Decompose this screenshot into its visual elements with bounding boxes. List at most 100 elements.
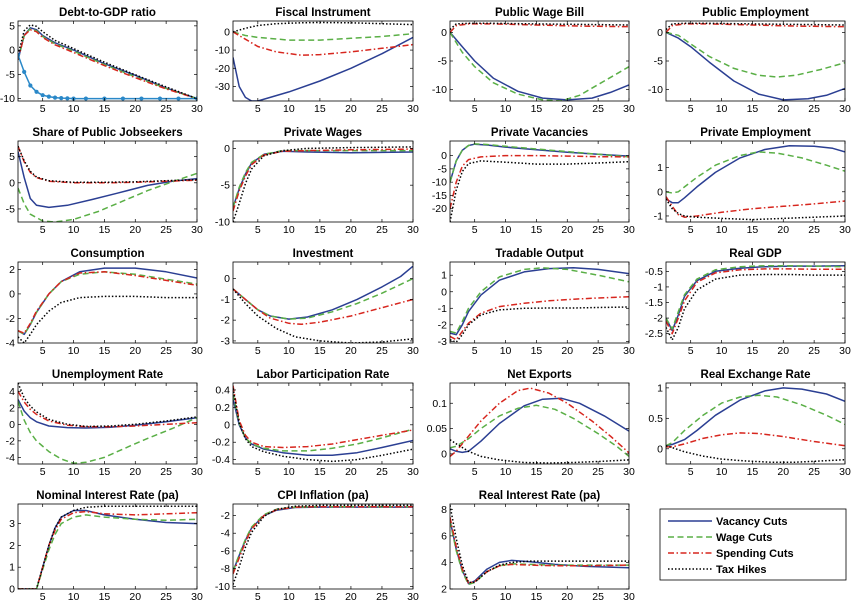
series-group	[233, 385, 413, 463]
series-line-vacancy-cuts	[233, 150, 413, 208]
series-line-vacancy-cuts	[18, 399, 197, 429]
panel-title: Private Wages	[284, 127, 362, 139]
panel-title: Investment	[293, 248, 354, 260]
x-tick-label: 15	[531, 103, 543, 115]
series-line-tax-hikes	[450, 22, 629, 31]
series-group	[450, 387, 629, 464]
series-line-vacancy-cuts	[666, 145, 845, 204]
x-tick-label: 20	[345, 591, 357, 603]
series-line-wage-cuts	[666, 151, 845, 194]
series-marker	[139, 96, 144, 101]
series-marker	[59, 95, 64, 101]
y-tick-label: -2	[221, 510, 230, 522]
x-tick-label: 20	[129, 224, 141, 236]
series-marker	[28, 83, 33, 88]
panel-title: Fiscal Instrument	[275, 7, 370, 19]
x-tick-label: 15	[531, 224, 543, 236]
y-tick-label: -5	[438, 163, 447, 175]
series-line-wage-cuts	[18, 400, 197, 464]
y-tick-label: 0	[657, 27, 663, 39]
x-tick-label: 30	[191, 224, 203, 236]
x-tick-label: 5	[40, 224, 46, 236]
x-tick-label: 20	[777, 224, 789, 236]
series-line-vacancy-cuts	[233, 36, 413, 101]
x-tick-label: 20	[561, 345, 573, 357]
plot-frame	[449, 382, 630, 465]
y-tick-label: -0.5	[645, 266, 663, 278]
x-tick-label: 20	[777, 466, 789, 478]
x-tick-label: 15	[314, 224, 326, 236]
panel-debt-to-gdp-ratio: Debt-to-GDP ratio 5 10 15 20 25 30 5 0 -5 -10	[0, 7, 203, 115]
x-tick-label: 30	[191, 466, 203, 478]
series-line-spending-cuts	[450, 387, 629, 457]
x-tick-label: 20	[345, 466, 357, 478]
x-tick-label: 20	[561, 466, 573, 478]
y-tick-label: -8	[221, 563, 230, 575]
series-line-vacancy-cuts	[450, 267, 629, 336]
y-tick-label: -30	[215, 81, 230, 93]
x-tick-label: 5	[40, 345, 46, 357]
series-group	[666, 145, 845, 221]
x-tick-label: 30	[623, 345, 635, 357]
x-tick-label: 10	[283, 345, 295, 357]
x-tick-label: 20	[129, 345, 141, 357]
x-tick-label: 5	[255, 103, 261, 115]
series-line-wage-cuts	[450, 267, 629, 334]
panel-title: Private Vacancies	[491, 127, 588, 139]
series-line-vacancy-cuts	[450, 519, 629, 585]
series-group	[666, 387, 845, 463]
series-line-tax-hikes	[450, 160, 629, 222]
plot-frame	[232, 140, 414, 223]
y-tick-label: 0	[9, 177, 15, 189]
x-tick-label: 25	[592, 466, 604, 478]
x-tick-label: 15	[99, 466, 111, 478]
plot-frame	[232, 503, 414, 590]
x-tick-label: 30	[407, 224, 419, 236]
x-tick-label: 30	[407, 345, 419, 357]
x-tick-label: 10	[68, 466, 80, 478]
x-tick-label: 30	[407, 466, 419, 478]
series-marker	[83, 96, 88, 101]
panel-title: Tradable Output	[495, 248, 583, 260]
series-line-tax-hikes	[18, 145, 197, 184]
series-line-wage-cuts	[233, 505, 413, 572]
x-tick-label: 30	[191, 591, 203, 603]
y-tick-label: -5	[6, 203, 15, 215]
x-tick-label: 25	[160, 345, 172, 357]
series-line-tax-hikes	[666, 273, 845, 341]
x-tick-label: 30	[623, 224, 635, 236]
panel-net-exports: Net Exports 5 10 15 20 25 30 0.1 0.05 0	[427, 369, 635, 478]
x-tick-label: 5	[688, 103, 694, 115]
x-tick-label: 10	[716, 466, 728, 478]
x-tick-label: 15	[99, 103, 111, 115]
x-tick-label: 5	[472, 345, 478, 357]
x-tick-label: 25	[592, 591, 604, 603]
plot-frame	[17, 261, 198, 344]
x-tick-label: 15	[99, 224, 111, 236]
y-tick-label: -4	[6, 452, 15, 464]
panel-public-employment: Public Employment 5 10 15 20 25 30 0 -5 -10	[648, 7, 851, 115]
series-line-wage-cuts	[233, 149, 413, 208]
series-marker	[176, 96, 181, 101]
x-tick-label: 15	[747, 224, 759, 236]
y-tick-label: -5	[438, 56, 447, 68]
plot-frame	[232, 261, 414, 344]
series-marker	[18, 52, 21, 58]
plot-frame	[17, 140, 198, 223]
panel-real-exchange-rate: Real Exchange Rate 5 10 15 20 25 30 1 0.5 0	[648, 369, 851, 478]
x-tick-label: 30	[407, 591, 419, 603]
y-tick-label: 0	[9, 288, 15, 300]
y-tick-label: 8	[441, 504, 447, 516]
series-line-tax-hikes	[233, 288, 413, 343]
x-tick-label: 25	[160, 591, 172, 603]
y-tick-label: -0.2	[212, 437, 230, 449]
x-tick-label: 20	[129, 591, 141, 603]
x-tick-label: 20	[777, 345, 789, 357]
y-tick-label: 0	[441, 448, 447, 460]
x-tick-label: 10	[283, 103, 295, 115]
series-line-tax-hikes	[233, 146, 413, 222]
x-tick-label: 30	[191, 345, 203, 357]
panel-title: Private Employment	[700, 127, 811, 139]
series-group	[18, 145, 197, 222]
